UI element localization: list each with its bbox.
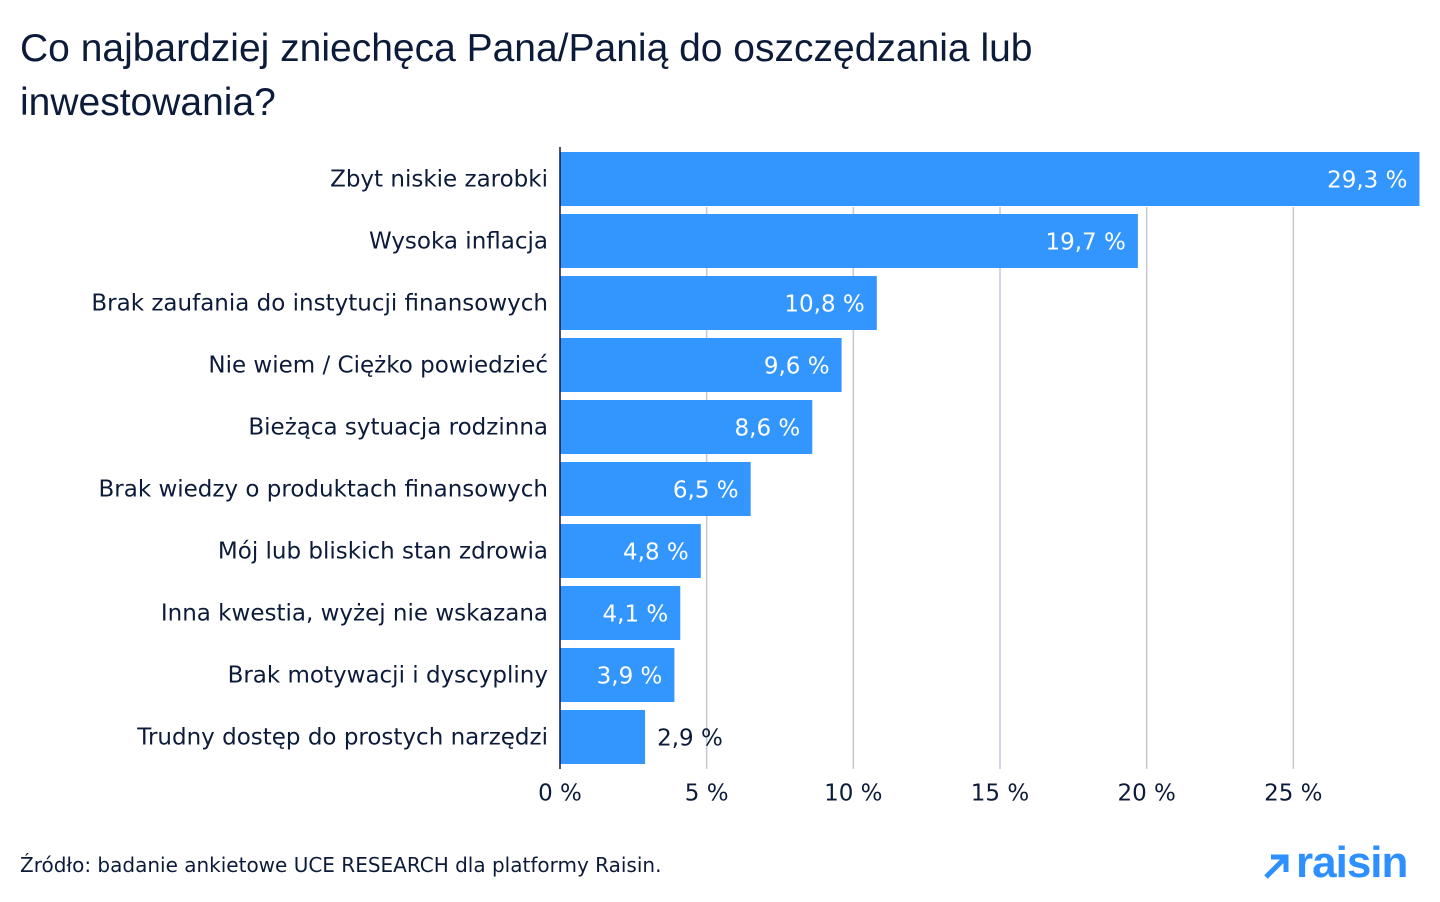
value-label: 4,8 % — [623, 540, 689, 566]
value-label: 3,9 % — [597, 664, 663, 690]
value-label: 6,5 % — [673, 478, 739, 504]
value-label: 19,7 % — [1045, 230, 1125, 256]
bar — [560, 524, 701, 578]
y-tick-label: Brak wiedzy o produktach finansowych — [99, 477, 549, 503]
bar — [560, 710, 646, 764]
source-note: Źródło: badanie ankietowe UCE RESEARCH d… — [20, 853, 662, 877]
bar — [560, 214, 1138, 268]
y-tick-label: Wysoka inflacja — [369, 229, 548, 255]
bar — [560, 586, 681, 640]
x-tick-label: 5 % — [685, 781, 729, 807]
y-tick-label: Mój lub bliskich stan zdrowia — [218, 539, 548, 565]
logo: raisin — [1262, 838, 1408, 888]
x-tick-label: 15 % — [971, 781, 1029, 807]
value-label: 4,1 % — [603, 602, 669, 628]
y-tick-label: Trudny dostęp do prostych narzędzi — [136, 725, 548, 751]
value-label: 8,6 % — [735, 416, 801, 442]
chart-title: Co najbardziej zniechęca Pana/Panią do o… — [20, 27, 1033, 124]
y-tick-label: Nie wiem / Ciężko powiedzieć — [208, 353, 548, 379]
bar — [560, 400, 813, 454]
value-label: 10,8 % — [784, 292, 864, 318]
value-label: 29,3 % — [1327, 168, 1407, 194]
bar — [560, 338, 842, 392]
x-tick-label: 0 % — [538, 781, 582, 807]
y-tick-label: Inna kwestia, wyżej nie wskazana — [161, 601, 548, 627]
x-tick-label: 20 % — [1117, 781, 1175, 807]
value-label: 2,9 % — [657, 726, 723, 752]
logo-text: raisin — [1296, 838, 1408, 887]
x-tick-label: 25 % — [1264, 781, 1322, 807]
value-label: 9,6 % — [764, 354, 830, 380]
y-tick-label: Brak motywacji i dyscypliny — [228, 663, 548, 689]
logo-arrow — [1264, 854, 1289, 879]
x-tick-label: 10 % — [824, 781, 882, 807]
bar — [560, 462, 751, 516]
y-tick-label: Brak zaufania do instytucji finansowych — [91, 291, 548, 317]
bar — [560, 276, 877, 330]
y-tick-label: Bieżąca sytuacja rodzinna — [248, 415, 548, 441]
bar — [560, 648, 675, 702]
chart: 0 % 5 % 10 % 15 % 20 % 25 % Zbyt niskie zarobk… — [91, 147, 1420, 807]
bar — [560, 152, 1420, 206]
y-tick-label: Zbyt niskie zarobki — [330, 167, 548, 193]
